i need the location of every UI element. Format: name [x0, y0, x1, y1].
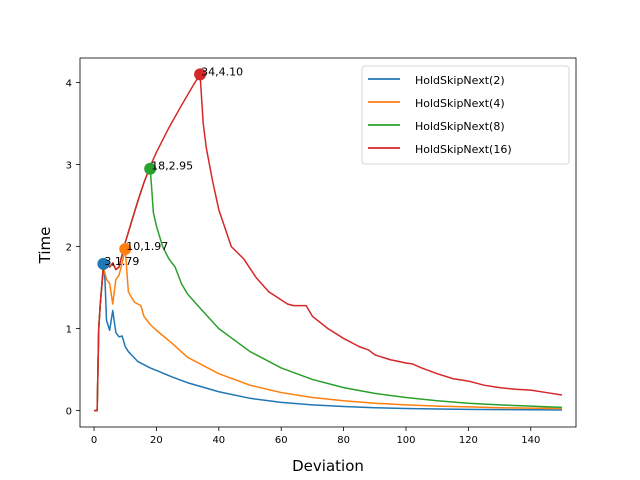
legend-entry-1: HoldSkipNext(4)	[415, 97, 505, 110]
plot-area: 3,1.79 10,1.97 18,2.95 34,4.10	[94, 65, 563, 412]
peak-label-1: 10,1.97	[126, 240, 168, 253]
x-tick-label-6: 120	[459, 435, 478, 446]
legend: HoldSkipNext(2) HoldSkipNext(4) HoldSkipNe…	[361, 65, 570, 165]
y-tick-label-2: 2	[66, 243, 72, 254]
series-line-1	[94, 248, 562, 412]
y-axis-label: Time	[36, 227, 54, 265]
y-tick-label-4: 4	[66, 79, 72, 90]
legend-box	[361, 65, 570, 165]
axes-frame	[79, 57, 577, 428]
x-tick-label-2: 40	[212, 435, 225, 446]
x-tick-label-7: 140	[521, 435, 540, 446]
y-tick-label-0: 0	[66, 407, 72, 418]
series-line-3	[94, 73, 563, 412]
peak-marker-1	[119, 243, 132, 256]
peak-marker-3	[194, 68, 207, 81]
axes: 0 20 40 60 80 100 120 140 0 1 2 3 4	[66, 57, 577, 446]
peak-marker-0	[97, 257, 110, 270]
x-tick-label-1: 20	[150, 435, 163, 446]
peak-label-3: 34,4.10	[201, 65, 243, 78]
peak-label-2: 18,2.95	[151, 160, 193, 173]
x-tick-label-0: 0	[91, 435, 97, 446]
x-tick-label-4: 80	[337, 435, 350, 446]
x-tick-label-3: 60	[275, 435, 288, 446]
peak-label-0: 3,1.79	[104, 255, 139, 268]
legend-entry-2: HoldSkipNext(8)	[415, 120, 505, 133]
y-tick-label-1: 1	[66, 325, 72, 336]
peak-marker-2	[144, 162, 157, 175]
y-tick-label-3: 3	[66, 161, 72, 172]
legend-entry-0: HoldSkipNext(2)	[415, 74, 505, 87]
x-tick-label-5: 100	[396, 435, 415, 446]
x-axis-label: Deviation	[292, 457, 364, 475]
legend-entry-3: HoldSkipNext(16)	[415, 143, 512, 156]
